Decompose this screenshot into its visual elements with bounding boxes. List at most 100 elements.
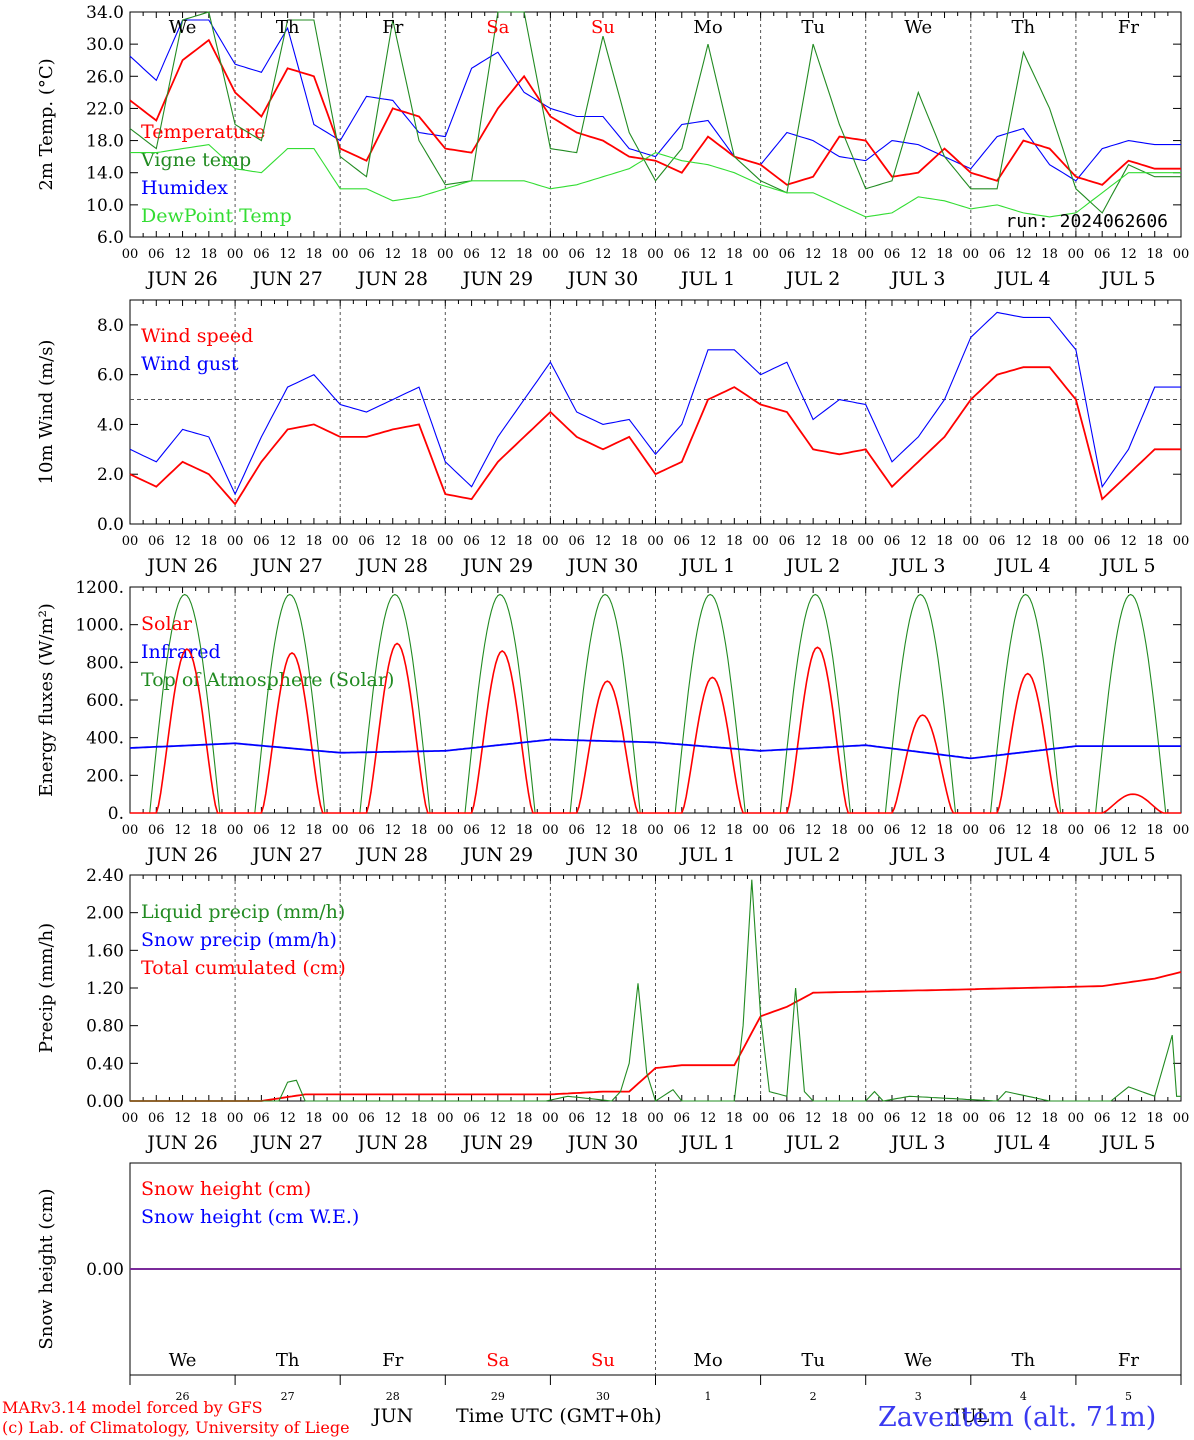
hour-label: 12 (595, 247, 612, 262)
hour-label: 12 (279, 534, 296, 549)
hour-label: 00 (857, 534, 874, 549)
hour-label: 12 (805, 823, 822, 838)
hour-label: 00 (1173, 247, 1190, 262)
date-label: JUL 4 (994, 268, 1050, 290)
hour-label: 00 (857, 247, 874, 262)
date-label: JUL 1 (679, 555, 735, 577)
legend-entry: Snow height (cm W.E.) (141, 1206, 359, 1228)
hour-label: 18 (306, 534, 323, 549)
hour-label: 00 (437, 1111, 454, 1126)
y-tick-label: 1000. (75, 616, 124, 636)
hour-label: 18 (1146, 823, 1163, 838)
legend-entry: DewPoint Temp (141, 205, 292, 227)
y-tick-label: 22.0 (86, 99, 124, 119)
time-axis-title: Time UTC (GMT+0h) (456, 1405, 662, 1427)
hour-label: 18 (1146, 534, 1163, 549)
weekday-label: We (169, 1350, 197, 1371)
hour-label: 12 (1120, 534, 1137, 549)
hour-label: 12 (805, 1111, 822, 1126)
hour-label: 00 (752, 1111, 769, 1126)
legend-entry: Wind speed (141, 325, 253, 347)
weekday-label: We (904, 1350, 932, 1371)
day-number: 4 (1020, 1390, 1027, 1403)
hour-label: 18 (201, 534, 218, 549)
hour-label: 12 (490, 1111, 507, 1126)
hour-label: 18 (831, 1111, 848, 1126)
y-tick-label: 14.0 (86, 164, 124, 184)
date-label: JUN 28 (356, 844, 428, 866)
y-tick-label: 10.0 (86, 196, 124, 216)
hour-label: 00 (1068, 534, 1085, 549)
hour-label: 00 (752, 823, 769, 838)
hour-label: 00 (647, 247, 664, 262)
date-label: JUL 1 (679, 1132, 735, 1154)
weekday-label: Sa (486, 17, 509, 38)
hour-label: 06 (463, 823, 480, 838)
y-tick-label: 800. (86, 653, 124, 673)
hour-label: 06 (253, 823, 270, 838)
hour-label: 00 (857, 823, 874, 838)
date-label: JUN 29 (461, 1132, 533, 1154)
weekday-label: Mo (693, 17, 722, 38)
hour-label: 18 (306, 247, 323, 262)
date-label: JUN 26 (145, 555, 217, 577)
hour-label: 12 (1120, 1111, 1137, 1126)
hour-label: 18 (621, 823, 638, 838)
hour-label: 06 (779, 1111, 796, 1126)
hour-label: 12 (700, 1111, 717, 1126)
hour-label: 00 (122, 1111, 139, 1126)
hour-label: 12 (805, 534, 822, 549)
hour-label: 00 (122, 534, 139, 549)
panel-frame (129, 299, 1182, 525)
hour-label: 00 (1068, 247, 1085, 262)
y-tick-label: 8.0 (97, 316, 124, 336)
y-tick-label: 0.00 (86, 1260, 124, 1280)
hour-label: 12 (490, 823, 507, 838)
day-number: 29 (491, 1390, 505, 1403)
day-number: 27 (281, 1390, 295, 1403)
hour-label: 18 (936, 1111, 953, 1126)
series-line (129, 366, 1181, 506)
hour-label: 12 (910, 534, 927, 549)
y-tick-label: 6.0 (97, 366, 124, 386)
date-label: JUN 29 (461, 268, 533, 290)
hour-label: 18 (516, 823, 533, 838)
hour-label: 12 (384, 1111, 401, 1126)
legend-entry: Vigne temp (140, 149, 251, 171)
hour-label: 18 (726, 823, 743, 838)
hour-label: 18 (516, 534, 533, 549)
panel-frame (129, 11, 1182, 238)
hour-label: 18 (411, 534, 428, 549)
hour-label: 00 (963, 247, 980, 262)
hour-label: 12 (384, 823, 401, 838)
hour-label: 12 (384, 247, 401, 262)
y-axis-label: Precip (mm/h) (36, 923, 57, 1053)
day-number: 2 (810, 1390, 817, 1403)
legend-entry: Top of Atmosphere (Solar) (141, 669, 394, 691)
hour-label: 06 (463, 247, 480, 262)
hour-label: 00 (647, 823, 664, 838)
y-tick-label: 1200. (75, 578, 124, 598)
hour-label: 06 (253, 534, 270, 549)
credit-line-1: MARv3.14 model forced by GFS (2, 1398, 263, 1417)
hour-label: 00 (542, 534, 559, 549)
hour-label: 18 (516, 247, 533, 262)
hour-label: 06 (1094, 534, 1111, 549)
y-tick-label: 18.0 (86, 132, 124, 152)
hour-label: 06 (148, 247, 165, 262)
hour-label: 00 (1173, 534, 1190, 549)
weekday-label: Th (1012, 17, 1036, 38)
hour-label: 06 (779, 823, 796, 838)
y-tick-label: 600. (86, 691, 124, 711)
hour-label: 06 (674, 247, 691, 262)
hour-label: 00 (963, 534, 980, 549)
hour-label: 06 (148, 823, 165, 838)
hour-label: 00 (332, 1111, 349, 1126)
date-label: JUL 2 (784, 555, 840, 577)
hour-label: 12 (174, 534, 191, 549)
hour-label: 18 (411, 823, 428, 838)
hour-label: 18 (306, 823, 323, 838)
hour-label: 06 (674, 1111, 691, 1126)
hour-label: 12 (910, 1111, 927, 1126)
y-tick-label: 0.0 (97, 515, 124, 535)
